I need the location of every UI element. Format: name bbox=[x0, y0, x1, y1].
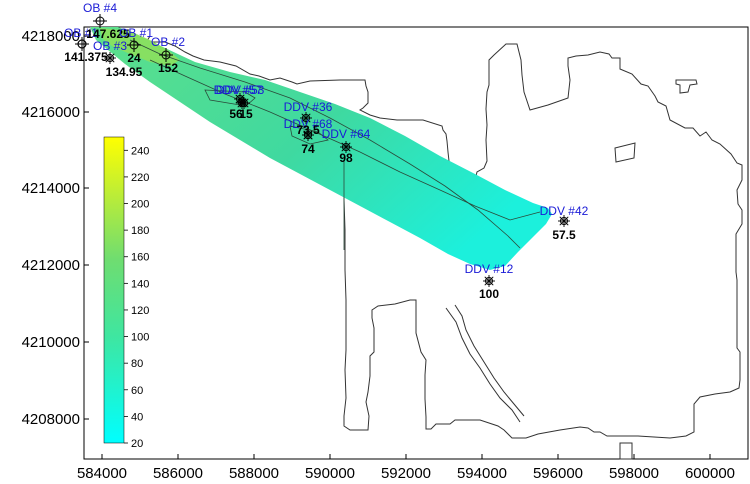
well-star-ray bbox=[301, 113, 311, 123]
x-tick-label: 600000 bbox=[685, 465, 735, 482]
well-value-label: 152 bbox=[158, 61, 178, 75]
boundary-enclave bbox=[619, 442, 633, 460]
boundary-enclave bbox=[675, 79, 698, 94]
well-marker: DDV #36 bbox=[284, 100, 333, 124]
well-marker: OB #1 24 bbox=[119, 26, 153, 65]
plume-core bbox=[100, 28, 180, 66]
colorbar-tick-label: 40 bbox=[131, 411, 143, 423]
y-tick-label: 4212000 bbox=[22, 257, 80, 274]
well-star-ray bbox=[303, 130, 313, 140]
x-tick-label: 586000 bbox=[153, 465, 203, 482]
well-marker: OB #2 152 bbox=[151, 35, 185, 75]
well-value-label: 74 bbox=[301, 142, 315, 156]
y-tick-label: 4210000 bbox=[22, 334, 80, 351]
well-value-label: 134.95 bbox=[106, 65, 143, 79]
well-value-label: 15 bbox=[239, 107, 253, 121]
x-tick-label: 594000 bbox=[457, 465, 507, 482]
river bbox=[445, 307, 521, 423]
colorbar-tick-label: 120 bbox=[131, 305, 149, 317]
well-name-label: DDV #12 bbox=[465, 262, 514, 276]
well-star-ray bbox=[341, 142, 351, 152]
well-marker: DDV #64 98 bbox=[322, 127, 371, 165]
plot-frame bbox=[83, 26, 749, 460]
well-name-label: DDV #57 bbox=[214, 83, 263, 97]
colorbar-tick-label: 80 bbox=[131, 358, 143, 370]
x-tick-label: 588000 bbox=[229, 465, 279, 482]
x-tick-label: 592000 bbox=[381, 465, 431, 482]
x-tick-label: 598000 bbox=[609, 465, 659, 482]
well-star-ray bbox=[484, 276, 494, 286]
colorbar: 20 40 60 80 100 120 140 160 180 200 220 240 bbox=[103, 136, 149, 450]
colorbar-tick-label: 240 bbox=[131, 145, 149, 157]
well-marker: DDV #53 bbox=[216, 83, 265, 105]
colorbar-tick-label: 60 bbox=[131, 385, 143, 397]
y-tick-label: 4218000 bbox=[22, 28, 80, 45]
well-name-label: OB #4 bbox=[83, 1, 117, 15]
colorbar-tick-label: 180 bbox=[131, 225, 149, 237]
well-marker: DDV #12 100 bbox=[465, 262, 514, 301]
colorbar-tick-label: 140 bbox=[131, 278, 149, 290]
x-tick-label: 596000 bbox=[533, 465, 583, 482]
y-tick-label: 4208000 bbox=[22, 411, 80, 428]
well-name-label: DDV #53 bbox=[216, 83, 265, 97]
colorbar-gradient bbox=[103, 136, 125, 444]
well-star-ray bbox=[239, 98, 249, 108]
well-name-label: OB #2 bbox=[151, 35, 185, 49]
x-tick-label: 584000 bbox=[77, 465, 127, 482]
colorbar-tick-label: 20 bbox=[131, 438, 143, 450]
well-marker: 74 bbox=[301, 129, 315, 156]
river bbox=[454, 304, 525, 417]
well-marker: 134.95 bbox=[104, 52, 143, 79]
y-tick-label: 4214000 bbox=[22, 180, 80, 197]
contour-lines bbox=[129, 39, 541, 250]
well-name-label: DDV #42 bbox=[540, 204, 589, 218]
well-value-label: 56 bbox=[229, 107, 243, 121]
boundary-enclave bbox=[614, 142, 636, 163]
plume-area bbox=[90, 27, 552, 270]
well-value-label: 141.375 bbox=[64, 50, 108, 64]
well-star-ray bbox=[559, 216, 569, 226]
y-tick-label: 4216000 bbox=[22, 104, 80, 121]
colorbar-tick-label: 160 bbox=[131, 252, 149, 264]
y-axis: 4208000 4210000 4212000 4214000 4216000 42180… bbox=[22, 28, 89, 428]
well-marker: DDV #42 57.5 bbox=[540, 204, 589, 242]
well-name-label: DDV #68 bbox=[284, 117, 333, 131]
well-value-label: 100 bbox=[479, 287, 499, 301]
well-name-label: DDV #64 bbox=[322, 127, 371, 141]
well-value-label: 147.625 bbox=[86, 27, 130, 41]
x-tick-label: 590000 bbox=[305, 465, 355, 482]
well-value-label: 57.5 bbox=[552, 228, 576, 242]
colorbar-tick-label: 100 bbox=[131, 332, 149, 344]
well-name-label: DDV #36 bbox=[284, 100, 333, 114]
colorbar-tick-label: 200 bbox=[131, 199, 149, 211]
well-name-label: OB #3 bbox=[93, 39, 127, 53]
well-value-label: 24 bbox=[127, 51, 141, 65]
well-star-ray bbox=[105, 53, 115, 63]
x-axis: 584000 586000 588000 590000 592000 594000 5960… bbox=[77, 454, 735, 482]
well-name-label: OB #1 bbox=[64, 26, 98, 40]
city-boundary bbox=[146, 35, 743, 439]
well-marker: OB #4 bbox=[83, 1, 117, 28]
well-name-label: OB #1 bbox=[119, 26, 153, 40]
colorbar-tick-label: 220 bbox=[131, 172, 149, 184]
well-marker: 15 bbox=[238, 97, 253, 121]
well-value-label: 98 bbox=[339, 151, 353, 165]
